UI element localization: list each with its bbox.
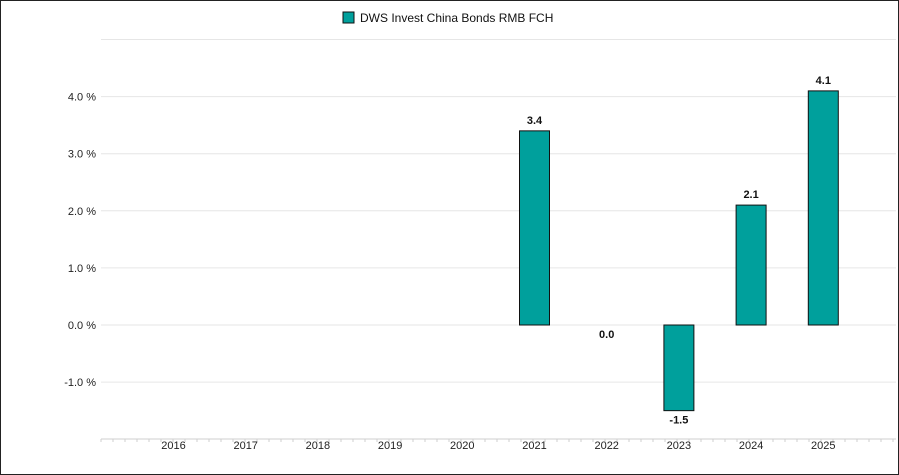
bars [519, 90, 839, 412]
x-tick-label: 2017 [233, 440, 257, 452]
y-tick-label: 4.0 % [68, 92, 96, 104]
data-label-2022: 0.0 [599, 329, 614, 341]
x-axis: 2016 2017 2018 2019 2020 2021 2022 2023 2024 2025 [100, 438, 896, 452]
x-tick-label: 2016 [161, 440, 185, 452]
legend-label: DWS Invest China Bonds RMB FCH [360, 11, 553, 25]
x-tick-label: 2023 [667, 440, 691, 452]
data-label-2021: 3.4 [527, 115, 543, 127]
y-tick-label: 3.0 % [68, 149, 96, 161]
bar-2023 [663, 324, 695, 412]
y-tick-label: 1.0 % [68, 263, 96, 275]
x-tick-label: 2021 [522, 440, 546, 452]
data-label-2024: 2.1 [743, 189, 758, 201]
bar-2021 [519, 130, 550, 326]
x-tick-label: 2022 [594, 440, 618, 452]
x-tick-label: 2024 [739, 440, 763, 452]
bar-2024 [735, 204, 767, 326]
bar-2025 [807, 90, 839, 326]
data-label-2023: -1.5 [669, 415, 688, 427]
y-axis: -1.0 % 0.0 % 1.0 % 2.0 % 3.0 % 4.0 % [64, 92, 96, 390]
legend: DWS Invest China Bonds RMB FCH [342, 11, 553, 25]
x-tick-label: 2018 [306, 440, 330, 452]
y-tick-label: 0.0 % [68, 320, 96, 332]
x-tick-label: 2020 [450, 440, 474, 452]
legend-swatch [342, 11, 355, 24]
data-label-2025: 4.1 [816, 75, 831, 87]
x-tick-label: 2025 [811, 440, 835, 452]
x-tick-label: 2019 [378, 440, 402, 452]
data-labels: 3.4 0.0 -1.5 2.1 4.1 [527, 75, 831, 427]
gridlines [101, 39, 896, 383]
y-tick-label: -1.0 % [64, 377, 96, 389]
y-tick-label: 2.0 % [68, 206, 96, 218]
